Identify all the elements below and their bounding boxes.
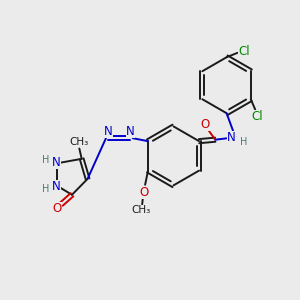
Text: H: H (239, 137, 247, 147)
Text: N: N (52, 180, 61, 193)
Text: N: N (227, 131, 236, 144)
Text: H: H (42, 155, 50, 165)
Text: CH₃: CH₃ (131, 206, 150, 215)
Text: CH₃: CH₃ (69, 137, 88, 147)
Text: Cl: Cl (252, 110, 263, 123)
Text: O: O (200, 118, 210, 131)
Text: O: O (139, 186, 148, 199)
Text: H: H (42, 184, 50, 194)
Text: Cl: Cl (238, 45, 250, 58)
Text: N: N (104, 125, 113, 138)
Text: N: N (52, 156, 61, 169)
Text: O: O (52, 202, 62, 215)
Text: N: N (126, 125, 135, 138)
